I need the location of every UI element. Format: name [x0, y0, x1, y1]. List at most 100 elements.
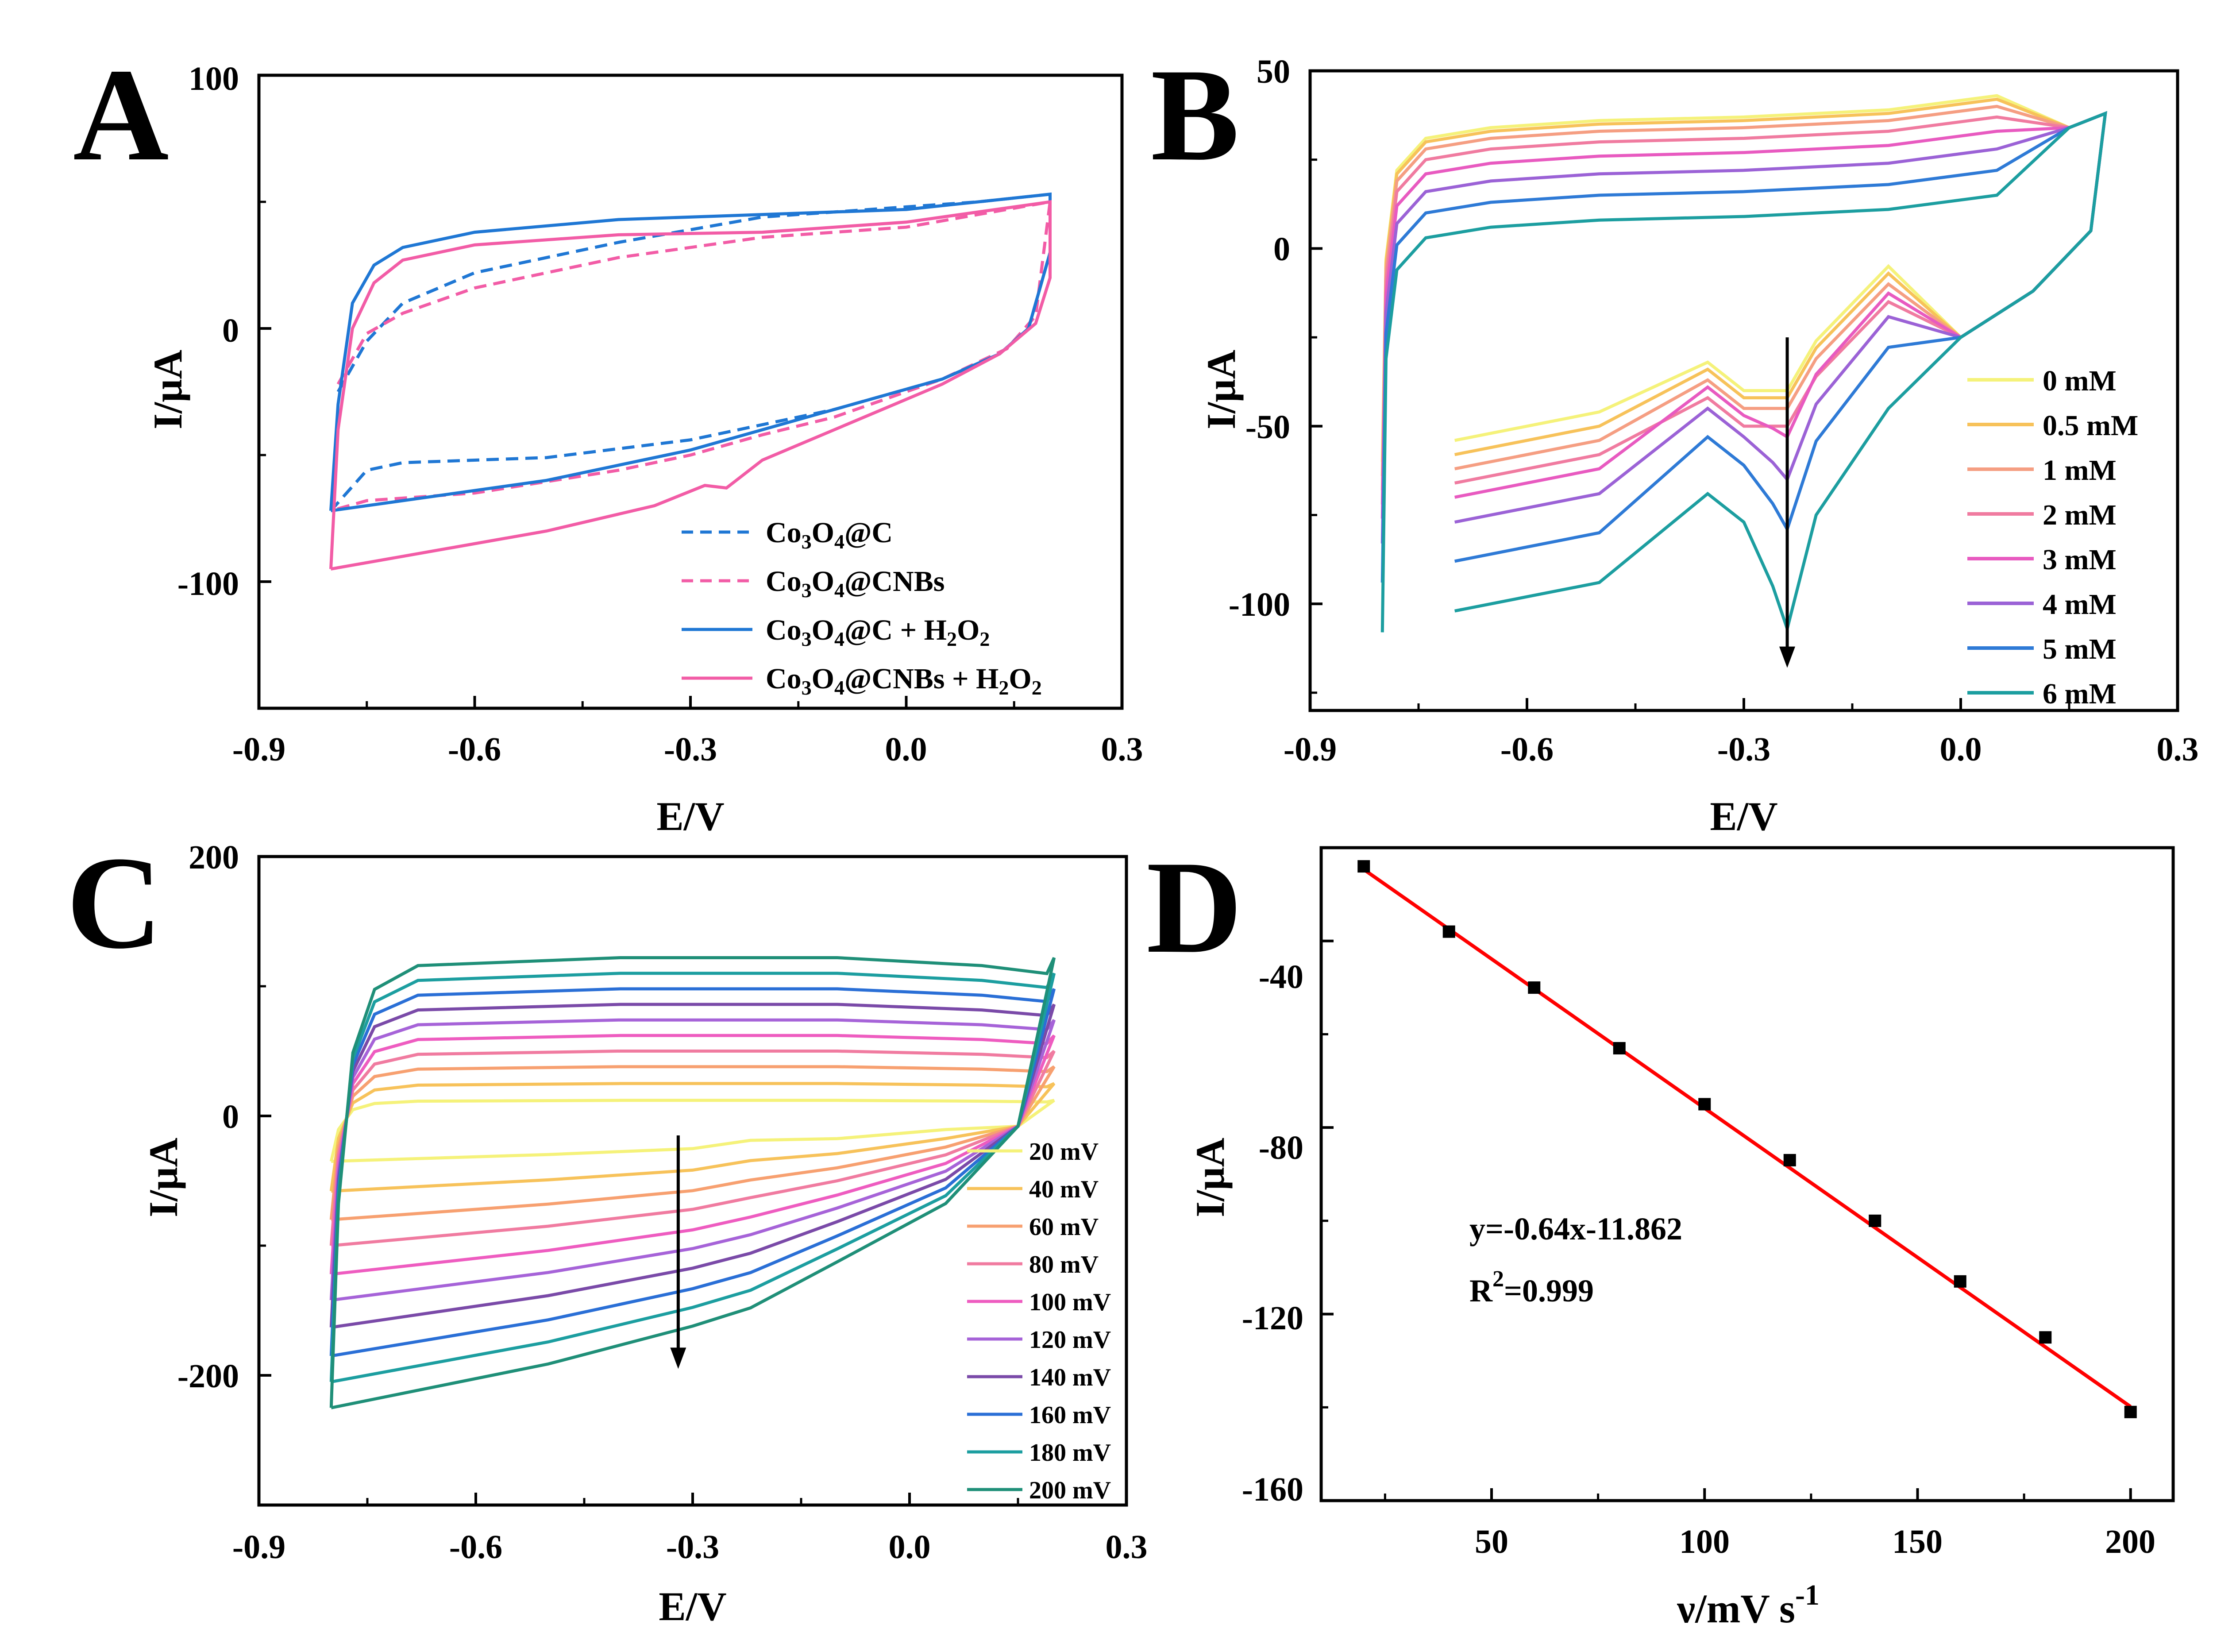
legend-label: 20 mV — [1029, 1138, 1099, 1166]
panel-b-ticks — [1309, 69, 2179, 710]
panel-b-letter: B — [1151, 41, 1239, 188]
panel-c-xtick: -0.3 — [666, 1528, 719, 1566]
panel-b-ytick: 50 — [1257, 53, 1290, 90]
legend-label: 60 mV — [1029, 1213, 1099, 1241]
legend-label: 6 mM — [2043, 678, 2117, 710]
legend-label: 40 mV — [1029, 1176, 1099, 1203]
panel-a-curves — [329, 192, 1052, 571]
panel-b-legend: 0 mM 0.5 mM 1 mM 2 mM 3 mM 4 mM 5 mM 6 m… — [1967, 365, 2138, 710]
cv-curve-c — [329, 1050, 1056, 1247]
fit-line — [1362, 868, 2132, 1409]
panel-d-ticks — [1321, 846, 2132, 1502]
data-point — [1698, 1098, 1711, 1111]
panel-c-ytick: -200 — [177, 1358, 239, 1395]
panel-b-ylabel: I/μA — [1199, 350, 1244, 429]
cv-curve-c — [329, 1003, 1056, 1329]
panel-d-xtick: 50 — [1475, 1523, 1508, 1560]
panel-d-frame — [1319, 846, 2175, 1502]
legend-label: 0 mM — [2043, 365, 2117, 397]
panel-a-xtick: -0.9 — [232, 731, 285, 768]
fit-r-squared: R2=0.999 — [1469, 1266, 1594, 1308]
legend-label: 4 mM — [2043, 588, 2117, 621]
legend-label: 180 mV — [1029, 1439, 1111, 1467]
panel-d-letter: D — [1146, 834, 1242, 980]
cv-curve-c — [329, 1034, 1056, 1276]
data-point — [2039, 1331, 2052, 1344]
legend-label: 80 mV — [1029, 1251, 1099, 1278]
panel-a-ticks — [258, 74, 1123, 710]
panel-b-xtick: 0.3 — [2157, 731, 2199, 768]
panel-a-xlabel: E/V — [656, 794, 724, 839]
legend-label-co3o4-cnbs-h2o2: Co3O4@CNBs + H2O2 — [766, 663, 1042, 699]
data-point — [1869, 1214, 1881, 1227]
panel-a-letter: A — [73, 41, 169, 188]
data-point — [2124, 1405, 2137, 1418]
legend-label-co3o4-c: Co3O4@C — [766, 517, 893, 553]
legend-label: 1 mM — [2043, 454, 2117, 486]
panel-c-legend: 20 mV 40 mV 60 mV 80 mV 100 mV 120 mV 14… — [967, 1138, 1111, 1504]
panel-d-ylabel: I/μA — [1187, 1138, 1233, 1217]
legend-label: 200 mV — [1029, 1477, 1111, 1504]
trend-arrow-head — [670, 1347, 686, 1369]
panel-b-xtick: 0.0 — [1940, 731, 1982, 768]
cv-curve-a — [329, 192, 1052, 513]
legend-label: 0.5 mM — [2043, 409, 2138, 442]
panel-b-ytick: -100 — [1229, 586, 1290, 623]
panel-b-xlabel: E/V — [1710, 794, 1777, 839]
cv-curve-a — [329, 200, 1052, 571]
panel-d-xtick: 150 — [1892, 1523, 1943, 1560]
data-point — [1357, 860, 1370, 873]
panel-c-xlabel: E/V — [659, 1584, 726, 1629]
cv-curve-c — [329, 956, 1056, 1409]
panel-b-xtick: -0.9 — [1284, 731, 1337, 768]
panel-a-xtick: -0.3 — [664, 731, 717, 768]
legend-label: 100 mV — [1029, 1289, 1111, 1316]
panel-c-xtick: -0.9 — [232, 1528, 285, 1566]
panel-a-ytick: 100 — [189, 60, 239, 97]
legend-label: 2 mM — [2043, 499, 2117, 531]
cv-curve-c — [329, 1018, 1056, 1302]
panel-a-xtick: 0.3 — [1101, 731, 1143, 768]
data-point — [1442, 925, 1455, 938]
fit-equation: y=-0.64x-11.862 — [1469, 1211, 1682, 1247]
cv-curve-c — [329, 1082, 1056, 1193]
panel-a-legend: Co3O4@C Co3O4@CNBs Co3O4@C + H2O2 Co3O4@… — [682, 517, 1042, 699]
cv-curve-c — [329, 1099, 1055, 1163]
cv-curve-c — [329, 1065, 1056, 1221]
cv-curve-a — [330, 200, 1052, 513]
panel-d-xlabel: ν/mV s-1 — [1677, 1579, 1820, 1631]
panel-b-xtick: -0.6 — [1500, 731, 1554, 768]
panel-b-curves — [1380, 94, 2107, 668]
trend-arrow-head — [1779, 646, 1795, 668]
legend-label: 160 mV — [1029, 1401, 1111, 1429]
panel-c-xtick: 0.3 — [1106, 1528, 1148, 1566]
panel-b-ytick: 0 — [1273, 231, 1290, 268]
cv-curve-b — [1380, 111, 2107, 634]
data-point — [1783, 1154, 1796, 1166]
panel-a-ylabel: I/μA — [145, 350, 190, 429]
panel-c-xtick: 0.0 — [889, 1528, 931, 1566]
panel-c-ytick: 0 — [222, 1098, 239, 1135]
data-point — [1613, 1042, 1626, 1055]
panel-d-ytick: -120 — [1242, 1300, 1303, 1337]
legend-label-co3o4-c-h2o2: Co3O4@C + H2O2 — [766, 614, 990, 650]
panel-d-ytick: -80 — [1259, 1129, 1303, 1166]
panel-c-letter: C — [66, 829, 162, 976]
panel-a-xtick: 0.0 — [885, 731, 927, 768]
panel-a-ytick: -100 — [177, 565, 239, 602]
panel-a-xtick: -0.6 — [448, 731, 501, 768]
panel-d-plot — [1357, 860, 2137, 1418]
legend-label: 140 mV — [1029, 1364, 1111, 1391]
panel-d-ytick: -40 — [1259, 958, 1303, 996]
panel-c: C 200 0 -200 -0.9 -0.6 -0.3 0.0 0.3 E/V … — [66, 829, 1148, 1629]
panel-a: A 100 0 -100 -0.9 -0.6 -0.3 0.0 0.3 E/V … — [73, 41, 1143, 839]
panel-b: B 50 0 -50 -100 -0.9 -0.6 -0.3 0.0 0.3 E… — [1151, 41, 2199, 839]
panel-b-ytick: -50 — [1245, 409, 1290, 446]
panel-c-xtick: -0.6 — [449, 1528, 502, 1566]
panel-d-xtick: 100 — [1679, 1523, 1730, 1560]
legend-label: 5 mM — [2043, 633, 2117, 665]
panel-d-ytick: -160 — [1242, 1471, 1303, 1508]
legend-label-co3o4-cnbs: Co3O4@CNBs — [766, 565, 945, 602]
panel-c-ticks — [258, 855, 1128, 1506]
